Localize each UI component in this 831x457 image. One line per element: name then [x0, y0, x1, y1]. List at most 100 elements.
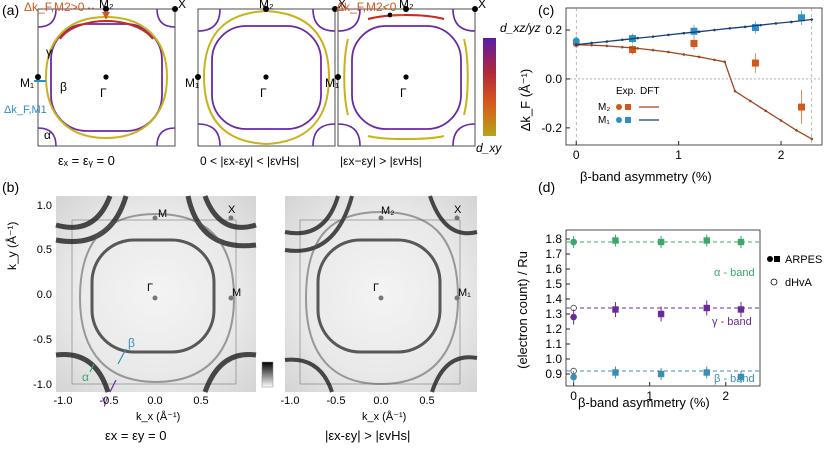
gamma-annotation: γ — [102, 393, 108, 407]
panel-d-legend: ARPES dHvA — [767, 254, 822, 289]
gamma-band-label: γ - band — [712, 316, 752, 328]
ytick-label: 1.2 — [545, 322, 562, 336]
m-label-top: M — [158, 208, 167, 220]
dft-point — [667, 33, 670, 37]
x-point — [228, 215, 234, 221]
arpes-point — [570, 373, 577, 381]
gamma-label: Γ — [260, 86, 267, 100]
x-label: X — [478, 0, 486, 11]
gamma-arrow — [109, 379, 117, 393]
dft-point — [743, 25, 747, 29]
x-label: X — [178, 0, 186, 11]
arpes-map-right: Γ M₂ X M₁ — [284, 195, 478, 393]
legend-dhva: dHvA — [785, 277, 813, 289]
m2-point — [263, 6, 269, 12]
colorbar-top-label: d_xz/yz — [500, 21, 541, 35]
legend-m1-exp-square — [625, 117, 631, 123]
alpha-band-pocket — [197, 8, 336, 147]
legend-m2-exp-square — [625, 104, 631, 110]
fermi-surface-cell-2: Γ M₁ M₂ X — [185, 0, 346, 147]
xtick: 0.0 — [147, 395, 162, 407]
dft-point — [733, 89, 737, 93]
ytick-label: 1.1 — [545, 337, 562, 351]
dft-point — [574, 43, 578, 46]
exp-point — [798, 103, 806, 111]
ytick-label: 1.8 — [545, 232, 562, 246]
panel-c-frame — [565, 7, 823, 146]
ytick-label: 1.0 — [545, 352, 562, 366]
dft-point — [682, 53, 686, 56]
beta-band-label: β - band — [714, 373, 755, 385]
gamma-band-intensity — [78, 212, 236, 384]
dft-point — [728, 27, 732, 30]
x-point — [172, 6, 178, 12]
dft-point — [713, 28, 716, 32]
gamma-point — [263, 74, 269, 80]
gamma-dxz-segment — [367, 13, 445, 20]
dft-point — [605, 40, 609, 43]
gamma-point — [103, 74, 109, 80]
panel-b-left-xlabel: k_x (Å⁻¹) — [136, 410, 180, 423]
gamma-band-contour — [44, 15, 169, 140]
legend-exp: Exp. — [616, 86, 636, 97]
dft-point — [795, 129, 798, 132]
legend-arpes-circle — [767, 256, 773, 262]
colorbar-bottom-label: d_xy — [476, 141, 502, 155]
alpha-band-intensity — [284, 195, 478, 253]
beta-band-contour — [211, 25, 322, 130]
arpes-point — [737, 238, 745, 246]
arpes-point — [570, 313, 577, 321]
xtick-label: 0 — [570, 389, 577, 403]
dft-point — [764, 109, 767, 113]
arpes-point — [657, 310, 665, 318]
arpes-point — [657, 370, 665, 378]
beta-arrow — [117, 348, 127, 365]
caption-cell-1: εₓ = εᵧ = 0 — [58, 153, 115, 168]
xtick: -1.0 — [54, 395, 73, 407]
ytick-label: -0.2 — [541, 121, 562, 135]
arpes-point — [703, 369, 710, 376]
xtick-label: 0 — [573, 148, 580, 162]
panel-b-ylabel: k_y (Å⁻¹) — [4, 222, 19, 270]
m1-point — [35, 74, 41, 80]
alpha-annotation: α — [82, 370, 89, 384]
m1-label: M₁ — [458, 287, 471, 299]
fermi-surface-cell-1: Γ M₁ M₂ X γ β α Δk_F,M2>0 Δk_F,M1 — [4, 0, 186, 147]
dft-point — [713, 58, 716, 62]
x-label: X — [454, 204, 462, 216]
m2-annotation: Δk_F,M2>0 — [24, 0, 85, 14]
panel-b-left-caption: εx = εy = 0 — [105, 428, 166, 443]
dft-point — [590, 43, 593, 47]
alpha-band-pocket — [337, 8, 476, 147]
xtick-label: 2 — [778, 148, 785, 162]
alpha-band-intensity — [55, 351, 257, 393]
alpha-arrow — [89, 363, 95, 373]
dft-point — [605, 44, 609, 48]
gamma-point — [378, 295, 384, 301]
ytick: 0.0 — [37, 289, 52, 301]
legend-m2-exp-circle — [616, 104, 622, 110]
gamma-point — [152, 295, 158, 301]
alpha-band-pocket — [37, 8, 176, 147]
panel-c-legend: Exp. DFT M₂ M₁ — [598, 86, 659, 126]
ytick-label: 1.7 — [545, 247, 562, 261]
dft-point — [774, 22, 778, 25]
m-point-top — [152, 215, 158, 221]
dft-point — [636, 36, 639, 40]
dft-point — [810, 137, 814, 141]
legend-m2: M₂ — [598, 102, 610, 113]
alpha-band-label: α — [44, 128, 51, 142]
dft-point — [779, 119, 783, 122]
dft-point — [697, 30, 701, 34]
m2-arrow-head — [102, 12, 110, 19]
beta-band-label: β — [60, 80, 67, 94]
dft-point — [621, 45, 624, 49]
x-point — [454, 215, 460, 221]
gamma-point — [403, 74, 409, 80]
panel-c-ylabel: Δk_F (Å⁻¹) — [518, 69, 533, 132]
ytick-label: 0.2 — [545, 23, 562, 37]
dft-point — [651, 48, 655, 52]
beta-band-intensity — [316, 238, 442, 354]
m1-point — [335, 74, 341, 80]
